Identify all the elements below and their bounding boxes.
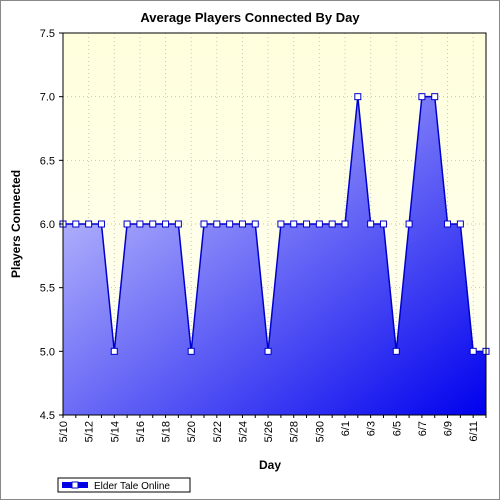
x-tick-label: 5/26	[263, 421, 275, 442]
x-tick-label: 5/16	[135, 421, 147, 442]
data-point	[341, 220, 349, 228]
y-tick-label: 5.5	[40, 283, 55, 295]
data-point	[392, 347, 400, 355]
data-point	[110, 347, 118, 355]
data-point	[277, 220, 285, 228]
x-tick-label: 6/5	[391, 421, 403, 436]
data-point	[328, 220, 336, 228]
y-tick-label: 7.0	[40, 92, 55, 104]
x-tick-label: 5/18	[161, 421, 173, 442]
y-tick-label: 4.5	[40, 410, 55, 422]
x-tick-label: 5/20	[186, 421, 198, 442]
x-tick-label: 5/28	[289, 421, 301, 442]
x-tick-label: 6/7	[417, 421, 429, 436]
x-tick-label: 5/14	[109, 421, 121, 442]
legend-marker	[71, 481, 79, 489]
x-tick-label: 5/10	[58, 421, 70, 442]
data-point	[469, 347, 477, 355]
data-point	[379, 220, 387, 228]
x-tick-label: 6/1	[340, 421, 352, 436]
y-tick-label: 5.0	[40, 346, 55, 358]
data-point	[367, 220, 375, 228]
x-tick-label: 5/12	[84, 421, 96, 442]
series-area	[63, 96, 486, 416]
data-point	[187, 347, 195, 355]
y-tick-label: 6.0	[40, 219, 55, 231]
data-point	[213, 220, 221, 228]
chart-title: Average Players Connected By Day	[140, 10, 360, 25]
legend-label: Elder Tale Online	[94, 481, 170, 492]
data-point	[149, 220, 157, 228]
x-tick-label: 6/3	[366, 421, 378, 436]
legend-box	[57, 477, 191, 493]
data-point	[238, 220, 246, 228]
data-point	[123, 220, 131, 228]
data-point	[418, 93, 426, 101]
data-point	[290, 220, 298, 228]
data-point	[264, 347, 272, 355]
x-tick-label: 5/24	[237, 421, 249, 442]
data-point	[136, 220, 144, 228]
y-axis: 4.5 5.0 5.5 6.0 6.5 7.0 7.5	[40, 28, 63, 422]
x-tick-label: 6/9	[443, 421, 455, 436]
x-axis: 5/10 5/12 5/14 5/16 5/18 5/20 5/22 5/24 5/26 5/28…	[58, 415, 487, 442]
y-tick-label: 6.5	[40, 155, 55, 167]
data-point	[200, 220, 208, 228]
x-axis-label: Day	[259, 458, 281, 472]
data-point	[354, 93, 362, 101]
data-point	[72, 220, 80, 228]
data-point	[174, 220, 182, 228]
data-point	[315, 220, 323, 228]
data-point	[456, 220, 464, 228]
y-tick-label: 7.5	[40, 28, 55, 40]
data-point	[444, 220, 452, 228]
x-tick-label: 5/22	[212, 421, 224, 442]
data-point	[85, 220, 93, 228]
data-point	[405, 220, 413, 228]
data-point	[226, 220, 234, 228]
legend: Elder Tale Online	[57, 477, 191, 493]
x-tick-label: 5/30	[314, 421, 326, 442]
data-point	[251, 220, 259, 228]
x-tick-label: 6/11	[468, 421, 480, 442]
data-point	[303, 220, 311, 228]
series-line	[63, 95, 486, 353]
data-point	[97, 220, 105, 228]
data-point	[162, 220, 170, 228]
data-point	[431, 93, 439, 101]
y-axis-label: Players Connected	[9, 170, 23, 278]
